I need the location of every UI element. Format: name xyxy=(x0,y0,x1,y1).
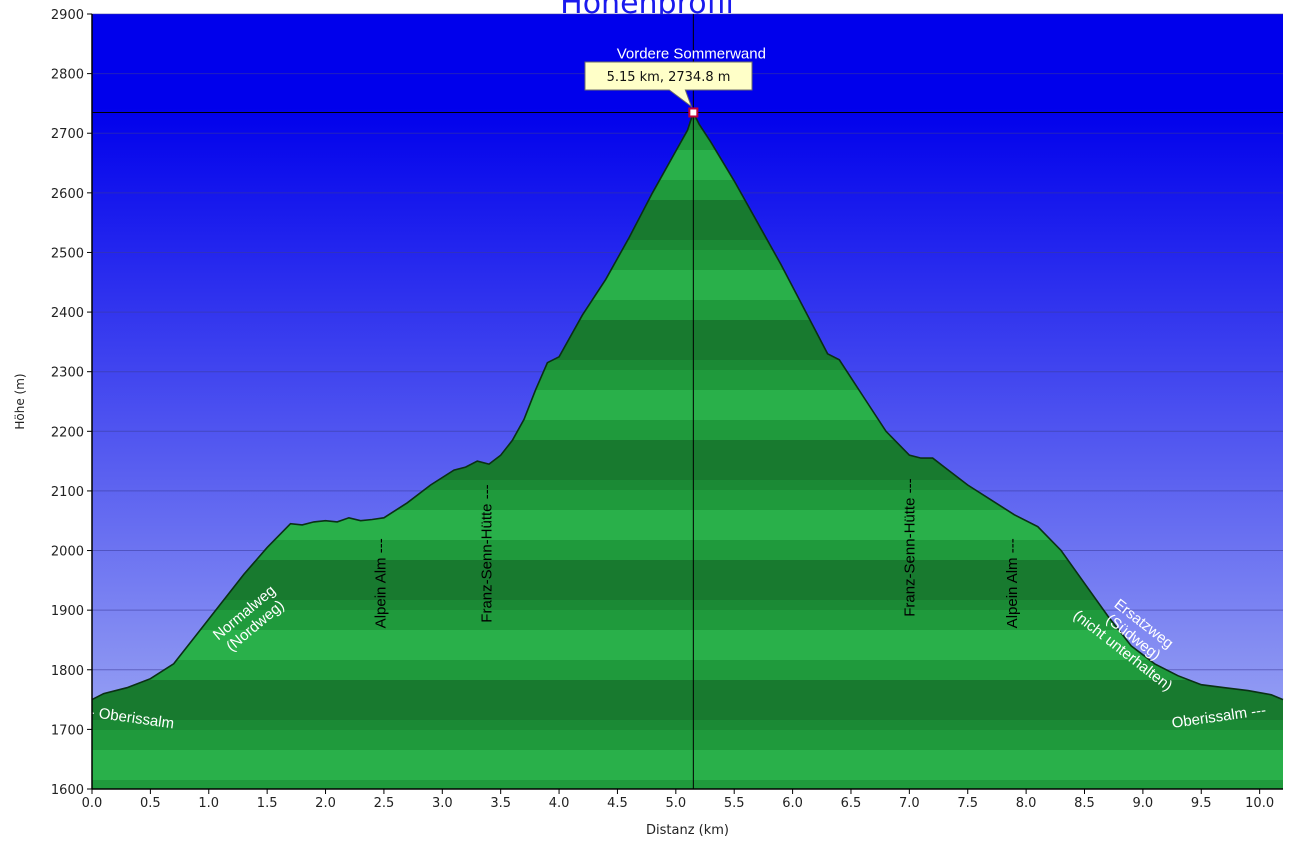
route-label-text: Franz-Senn-Hütte --- xyxy=(901,478,918,616)
elevation-area xyxy=(91,110,1284,789)
x-tick-label: 7.5 xyxy=(957,796,978,811)
route-label: Franz-Senn-Hütte --- xyxy=(479,484,496,622)
y-tick-label: 2800 xyxy=(51,68,84,83)
elevation-fill xyxy=(92,112,1283,789)
y-tick-label: 2000 xyxy=(51,545,84,560)
y-tick-label: 2200 xyxy=(51,425,84,440)
x-tick-label: 0.5 xyxy=(140,796,161,811)
y-tick-label: 2300 xyxy=(51,366,84,381)
y-tick-label: 2600 xyxy=(51,187,84,202)
peak-name-label: Vordere Sommerwand xyxy=(617,45,766,62)
y-tick-label: 2400 xyxy=(51,306,84,321)
x-tick-label: 8.5 xyxy=(1074,796,1095,811)
y-tick-label: 1800 xyxy=(51,664,84,679)
x-tick-label: 6.5 xyxy=(841,796,862,811)
tooltip-text: 5.15 km, 2734.8 m xyxy=(607,70,731,85)
x-tick-label: 2.5 xyxy=(374,796,395,811)
x-tick-label: 3.0 xyxy=(432,796,453,811)
route-label: Franz-Senn-Hütte --- xyxy=(901,478,918,616)
x-tick-label: 8.0 xyxy=(1016,796,1037,811)
x-tick-label: 1.5 xyxy=(257,796,278,811)
y-axis-label: Höhe (m) xyxy=(13,373,27,429)
x-tick-label: 6.0 xyxy=(782,796,803,811)
x-tick-label: 9.5 xyxy=(1191,796,1212,811)
route-label: Alpein Alm --- xyxy=(1004,538,1021,628)
y-tick-label: 2700 xyxy=(51,127,84,142)
x-tick-label: 3.5 xyxy=(490,796,511,811)
route-label-text: Alpein Alm --- xyxy=(372,538,389,628)
x-tick-label: 4.5 xyxy=(607,796,628,811)
y-tick-label: 2900 xyxy=(51,8,84,23)
annotations: Vordere Sommerwand 5.15 km, 2734.8 m xyxy=(584,45,766,118)
x-tick-label: 4.0 xyxy=(549,796,570,811)
route-label: Alpein Alm --- xyxy=(372,538,389,628)
x-tick-label: 9.0 xyxy=(1133,796,1154,811)
x-tick-label: 10.0 xyxy=(1245,796,1274,811)
y-tick-label: 1600 xyxy=(51,783,84,798)
x-tick-label: 2.0 xyxy=(315,796,336,811)
crosshair xyxy=(92,14,1283,789)
y-tick-label: 1900 xyxy=(51,604,84,619)
y-tick-label: 2100 xyxy=(51,485,84,500)
x-axis-label: Distanz (km) xyxy=(646,823,729,838)
x-tick-label: 1.0 xyxy=(198,796,219,811)
y-tick-label: 1700 xyxy=(51,723,84,738)
peak-marker xyxy=(688,107,699,118)
axes: 1600 1700 1800 1900 2000 2100 2200 2300 2400 2500… xyxy=(13,8,1283,838)
x-tick-label: 0.0 xyxy=(82,796,103,811)
route-label-text: Franz-Senn-Hütte --- xyxy=(479,484,496,622)
route-label-text: Alpein Alm --- xyxy=(1004,538,1021,628)
y-tick-label: 2500 xyxy=(51,246,84,261)
x-tick-label: 5.0 xyxy=(665,796,686,811)
x-tick-label: 7.0 xyxy=(899,796,920,811)
tooltip-box xyxy=(584,61,753,108)
x-tick-label: 5.5 xyxy=(724,796,745,811)
elevation-outline xyxy=(91,110,1284,701)
